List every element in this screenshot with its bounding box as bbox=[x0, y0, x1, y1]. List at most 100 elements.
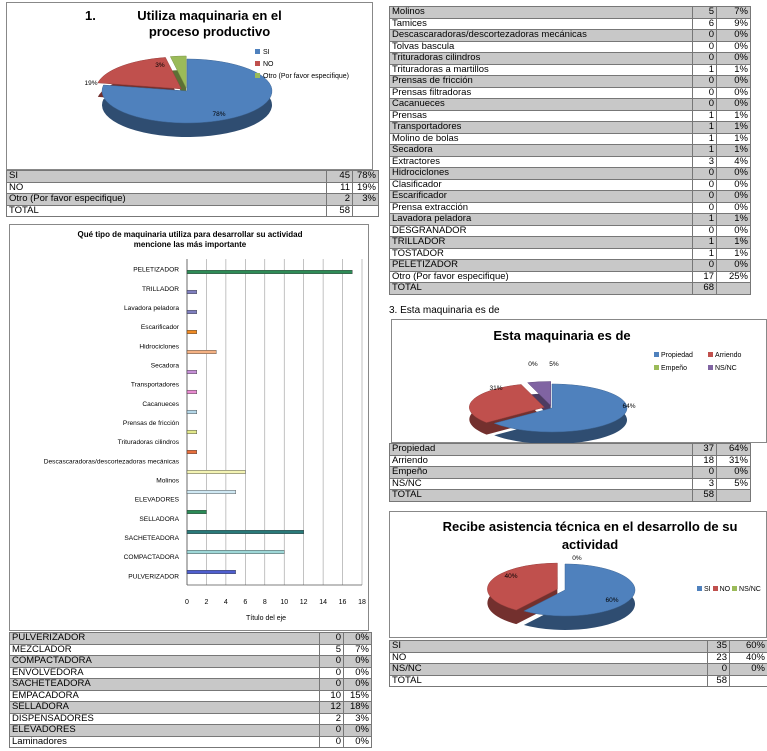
bar bbox=[186, 550, 285, 555]
table-cell-pct: 0% bbox=[716, 75, 751, 88]
table-cell-pct bbox=[352, 204, 379, 217]
table-cell-pct: 0% bbox=[343, 666, 372, 679]
x-tick-label: 4 bbox=[224, 599, 228, 606]
bar bbox=[186, 289, 197, 294]
table-cell-pct: 78% bbox=[352, 170, 379, 183]
table-cell-label: Hidrociclones bbox=[389, 167, 693, 180]
y-category-label: Cacanueces bbox=[142, 401, 179, 408]
table-cell-pct: 1% bbox=[716, 236, 751, 249]
table-row: Cacanueces 0 0% bbox=[389, 98, 751, 111]
table-row: Arriendo 18 31% bbox=[389, 454, 751, 467]
x-tick-label: 12 bbox=[300, 599, 308, 606]
table-cell-pct: 0% bbox=[343, 724, 372, 737]
pie-data-label: 31% bbox=[489, 385, 502, 392]
legend-label: Arriendo bbox=[714, 352, 742, 359]
bar bbox=[186, 309, 197, 314]
table-cell-pct: 60% bbox=[729, 640, 767, 653]
table-row: TRILLADOR 1 1% bbox=[389, 236, 751, 249]
bar bbox=[186, 490, 236, 495]
pie-slice bbox=[487, 562, 558, 611]
table-cell-label: TRILLADOR bbox=[389, 236, 693, 249]
table-cell-count: 0 bbox=[692, 466, 717, 479]
table-cell-count: 0 bbox=[319, 735, 344, 748]
table-cell-count: 0 bbox=[692, 167, 717, 180]
table-row: Prensas de fricción 0 0% bbox=[389, 75, 751, 88]
table-cell-label: SI bbox=[389, 640, 708, 653]
table-cell-count: 1 bbox=[692, 213, 717, 226]
chart1-number: 1. bbox=[85, 8, 96, 23]
table-cell-count: 68 bbox=[692, 282, 717, 295]
table-cell-pct: 1% bbox=[716, 247, 751, 260]
chart2-panel: Qué tipo de maquinaria utiliza para desa… bbox=[9, 224, 369, 631]
table-cell-label: Laminadores bbox=[9, 735, 320, 748]
table-cell-label: Trituradoras cilindros bbox=[389, 52, 693, 65]
bar bbox=[186, 349, 217, 354]
y-category-label: ELEVADORES bbox=[135, 497, 180, 504]
table-cell-label: Arriendo bbox=[389, 454, 693, 467]
pie-data-label: 78% bbox=[212, 111, 225, 118]
chart1-legend: SI NO Otro (Por favor especifique) bbox=[255, 47, 349, 83]
table-cell-label: SI bbox=[6, 170, 327, 183]
table-row: PULVERIZADOR 0 0% bbox=[9, 632, 372, 645]
legend-label: NS/NC bbox=[739, 586, 761, 593]
table-cell-count: 0 bbox=[692, 201, 717, 214]
table-cell-count: 0 bbox=[692, 75, 717, 88]
table-cell-count: 1 bbox=[692, 109, 717, 122]
legend-item: NO bbox=[255, 59, 349, 71]
table-row: Propiedad 37 64% bbox=[389, 443, 751, 456]
bar bbox=[186, 449, 197, 454]
table-row: Lavadora peladora 1 1% bbox=[389, 213, 751, 226]
table-cell-count: 0 bbox=[319, 724, 344, 737]
table-cell-count: 35 bbox=[707, 640, 730, 653]
table-cell-label: Tolvas bascula bbox=[389, 40, 693, 53]
y-category-label: COMPACTADORA bbox=[124, 554, 180, 561]
y-category-label: Escarificador bbox=[141, 324, 180, 331]
y-category-label: PULVERIZADOR bbox=[128, 573, 179, 580]
table-cell-count: 18 bbox=[692, 454, 717, 467]
table-row: TOTAL 58 bbox=[6, 204, 379, 217]
table-cell-count: 58 bbox=[692, 489, 717, 502]
pie-data-label: 5% bbox=[549, 361, 559, 368]
table-cell-label: Descascaradoras/descortezadoras mecánica… bbox=[389, 29, 693, 42]
legend-swatch bbox=[654, 352, 659, 357]
table-cell-count: 0 bbox=[707, 663, 730, 676]
bar bbox=[186, 409, 197, 414]
table-cell-pct: 0% bbox=[716, 167, 751, 180]
table-cell-pct: 15% bbox=[343, 689, 372, 702]
pie-data-label: 0% bbox=[528, 361, 538, 368]
table-cell-pct: 0% bbox=[716, 259, 751, 272]
y-category-label: Lavadora peladora bbox=[124, 305, 179, 312]
table-row: DISPENSADORES 2 3% bbox=[9, 712, 372, 725]
table-row: Otro (Por favor especifique) 2 3% bbox=[6, 193, 379, 206]
y-category-label: SELLADORA bbox=[139, 516, 179, 523]
table-cell-label: Prensas de fricción bbox=[389, 75, 693, 88]
table-row: Molinos 5 7% bbox=[389, 6, 751, 19]
table-cell-pct: 1% bbox=[716, 63, 751, 76]
table-cell-pct: 0% bbox=[343, 632, 372, 645]
table-cell-label: Extractores bbox=[389, 155, 693, 168]
table-cell-label: Lavadora peladora bbox=[389, 213, 693, 226]
chart1-pie: 78% 19% 3% bbox=[84, 55, 273, 137]
table-cell-count: 0 bbox=[692, 259, 717, 272]
table-cell-label: NO bbox=[389, 651, 708, 664]
legend-item: SI bbox=[697, 586, 711, 593]
table-cell-label: ELEVADORES bbox=[9, 724, 320, 737]
table-cell-label: TOTAL bbox=[389, 674, 708, 687]
table-cell-label: Empeño bbox=[389, 466, 693, 479]
table-cell-pct: 1% bbox=[716, 121, 751, 134]
table-row: Transportadores 1 1% bbox=[389, 121, 751, 134]
table-cell-label: ENVOLVEDORA bbox=[9, 666, 320, 679]
table-row: Hidrociclones 0 0% bbox=[389, 167, 751, 180]
table-cell-count: 0 bbox=[692, 40, 717, 53]
chart4-legend: SI NO NS/NC bbox=[697, 586, 761, 593]
chart1-panel: 1. Utiliza maquinaria en el proceso prod… bbox=[6, 2, 373, 170]
table-row: TOTAL 58 bbox=[389, 674, 767, 687]
legend-label: NS/NC bbox=[714, 365, 737, 372]
bar bbox=[186, 510, 207, 515]
table-cell-label: Clasificador bbox=[389, 178, 693, 191]
table-cell-pct: 1% bbox=[716, 132, 751, 145]
table-row: Tolvas bascula 0 0% bbox=[389, 40, 751, 53]
table-row: ENVOLVEDORA 0 0% bbox=[9, 666, 372, 679]
table-cell-label: TOTAL bbox=[6, 204, 327, 217]
table-row: Prensas filtradoras 0 0% bbox=[389, 86, 751, 99]
